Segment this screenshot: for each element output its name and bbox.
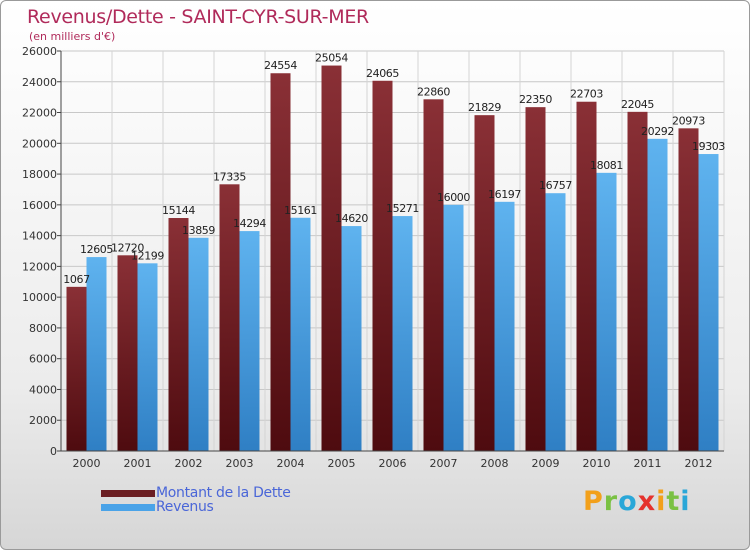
y-tick-label: 16000 [22,199,57,212]
data-label-revenus: 16197 [488,188,521,201]
bar-dette [219,184,240,452]
data-label-dette: 22045 [621,98,654,111]
data-label-dette: 21829 [468,101,501,114]
logo-letter: i [680,486,691,517]
bar-revenus [647,138,668,452]
x-tick-label: 2010 [583,457,611,470]
bar-dette [423,99,444,452]
data-label-revenus: 12605 [80,243,113,256]
axis-layer: 0 2000 4000 6000 8000 10000 12000 14000 16000 180… [22,45,724,470]
data-label-revenus: 14294 [233,217,266,230]
bar-revenus [290,217,311,451]
data-label-dette: 25054 [315,52,348,65]
x-tick-label: 2012 [685,457,713,470]
bar-dette [66,286,87,451]
bar-dette [168,218,189,451]
logo-letter: o [618,486,638,517]
data-label-dette: 1067 [63,273,90,286]
y-tick-label: 22000 [22,107,57,120]
logo-letter: t [666,486,681,517]
data-label-dette: 22860 [417,85,450,98]
x-tick-label: 2005 [328,457,356,470]
bar-revenus [494,201,515,451]
x-tick-label: 2008 [481,457,509,470]
y-tick-label: 24000 [22,76,57,89]
data-label-revenus: 12199 [131,249,164,262]
bar-revenus [596,172,617,452]
bar-dette [117,255,138,451]
x-tick-label: 2000 [73,457,101,470]
y-tick-label: 26000 [22,45,57,58]
data-label-revenus: 15161 [284,204,317,217]
bar-revenus [137,263,158,451]
bar-revenus [443,204,464,451]
data-label-revenus: 13859 [182,224,215,237]
bar-dette [474,115,495,452]
logo-letter: i [656,486,667,517]
data-label-revenus: 14620 [335,212,368,225]
data-label-dette: 15144 [162,204,195,217]
data-label-revenus: 19303 [692,140,725,153]
x-tick-label: 2001 [124,457,152,470]
logo-letter: P [583,486,604,517]
data-label-dette: 20973 [672,114,705,127]
chart-title: Revenus/Dette - SAINT-CYR-SUR-MER [27,6,369,28]
bar-dette [576,101,597,451]
data-label-dette: 22350 [519,93,552,106]
bar-dette [678,128,699,451]
bars-layer [66,65,719,452]
proxiti-logo: Proxiti [583,486,691,517]
bar-dette [372,80,393,452]
x-tick-label: 2009 [532,457,560,470]
y-tick-label: 20000 [22,137,57,150]
logo-letter: r [603,486,619,517]
bar-revenus [698,154,719,451]
data-label-dette: 22703 [570,88,603,101]
y-tick-label: 2000 [29,414,57,427]
data-label-revenus: 18081 [590,159,623,172]
y-tick-label: 10000 [22,291,57,304]
data-label-revenus: 20292 [641,125,674,138]
bar-dette [627,111,648,451]
x-tick-label: 2002 [175,457,203,470]
y-tick-label: 6000 [29,353,57,366]
legend-swatch-dette [101,490,155,497]
bar-revenus [239,231,260,451]
data-label-dette: 24554 [264,59,297,72]
bar-revenus [86,257,107,451]
bar-revenus [188,237,209,451]
legend-label-dette: Montant de la Dette [156,485,291,501]
x-tick-label: 2011 [634,457,662,470]
x-tick-label: 2006 [379,457,407,470]
chart-subtitle: (en milliers d'€) [29,30,116,43]
legend-label-revenus: Revenus [156,499,214,515]
y-tick-label: 8000 [29,322,57,335]
bar-dette [321,65,342,452]
data-label-revenus: 15271 [386,202,419,215]
legend-swatch-revenus [101,504,155,511]
bar-revenus [341,226,362,451]
x-tick-label: 2007 [430,457,458,470]
y-tick-label: 12000 [22,260,57,273]
data-label-dette: 17335 [213,170,246,183]
data-label-dette: 12720 [111,241,144,254]
y-tick-label: 4000 [29,383,57,396]
bar-revenus [392,216,413,451]
bar-dette [270,73,291,451]
y-tick-label: 0 [50,445,57,458]
bar-dette [525,107,546,452]
data-label-revenus: 16000 [437,191,470,204]
y-tick-label: 14000 [22,230,57,243]
data-label-dette: 24065 [366,67,399,80]
bar-revenus [545,193,566,451]
x-tick-label: 2004 [277,457,305,470]
data-label-revenus: 16757 [539,179,572,192]
y-tick-label: 18000 [22,168,57,181]
x-tick-label: 2003 [226,457,254,470]
logo-letter: x [637,486,657,517]
